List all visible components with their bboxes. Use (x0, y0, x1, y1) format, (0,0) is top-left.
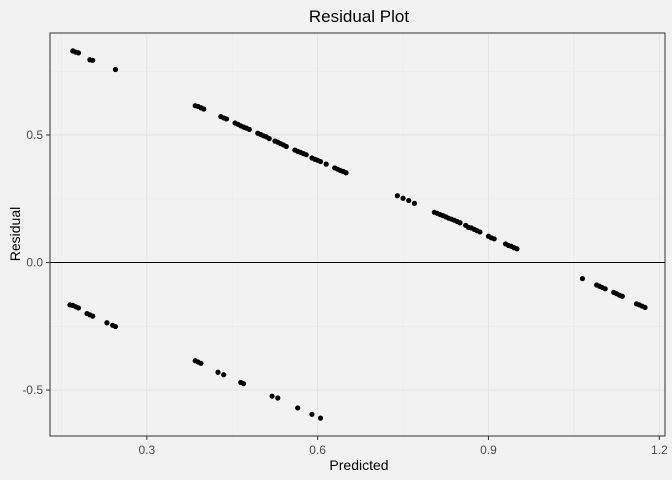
data-point (112, 66, 119, 73)
data-point (491, 236, 497, 242)
x-axis: 0.3 0.6 0.9 1.2 (138, 436, 668, 457)
data-point (317, 415, 324, 421)
data-points (67, 48, 648, 421)
data-point (323, 161, 329, 167)
data-point (223, 116, 230, 122)
data-point (241, 381, 247, 387)
data-point (221, 372, 227, 378)
data-point (406, 197, 412, 204)
data-point (457, 220, 463, 226)
panel-border (49, 32, 666, 437)
x-axis-title: Predicted (329, 457, 388, 473)
data-point (317, 158, 324, 165)
data-point (112, 323, 119, 330)
data-point (642, 304, 648, 311)
data-point (295, 405, 301, 411)
grid-minor-lines (50, 33, 665, 436)
data-point (400, 195, 406, 201)
data-point (411, 200, 418, 206)
data-point (75, 50, 82, 56)
data-point (394, 193, 400, 199)
x-tick-label: 1.2 (651, 443, 668, 457)
data-point (215, 369, 221, 375)
x-tick-label: 0.3 (138, 443, 155, 457)
y-axis: -0.5 0.0 0.5 (22, 128, 50, 397)
data-point (266, 135, 272, 142)
data-point (90, 313, 96, 319)
data-point (75, 305, 82, 311)
data-point (343, 170, 349, 176)
data-point (477, 229, 483, 235)
data-point (283, 143, 289, 150)
grid-major-lines (50, 33, 665, 436)
data-point (90, 57, 96, 63)
x-tick-label: 0.6 (309, 443, 326, 457)
chart-title: Residual Plot (309, 7, 409, 26)
y-axis-title: Residual (7, 207, 23, 261)
data-point (602, 286, 608, 292)
y-tick-label: 0.5 (26, 128, 43, 142)
data-point (303, 152, 309, 158)
data-point (269, 393, 275, 399)
data-point (619, 293, 625, 299)
data-point (198, 360, 204, 366)
data-point (275, 395, 281, 401)
data-point (246, 126, 252, 133)
y-tick-label: -0.5 (22, 383, 43, 397)
data-point (579, 276, 586, 282)
data-point (514, 246, 520, 252)
data-point (309, 411, 315, 417)
y-tick-label: 0.0 (26, 256, 43, 270)
x-tick-label: 0.9 (480, 443, 497, 457)
data-point (201, 106, 207, 112)
data-point (104, 320, 110, 326)
